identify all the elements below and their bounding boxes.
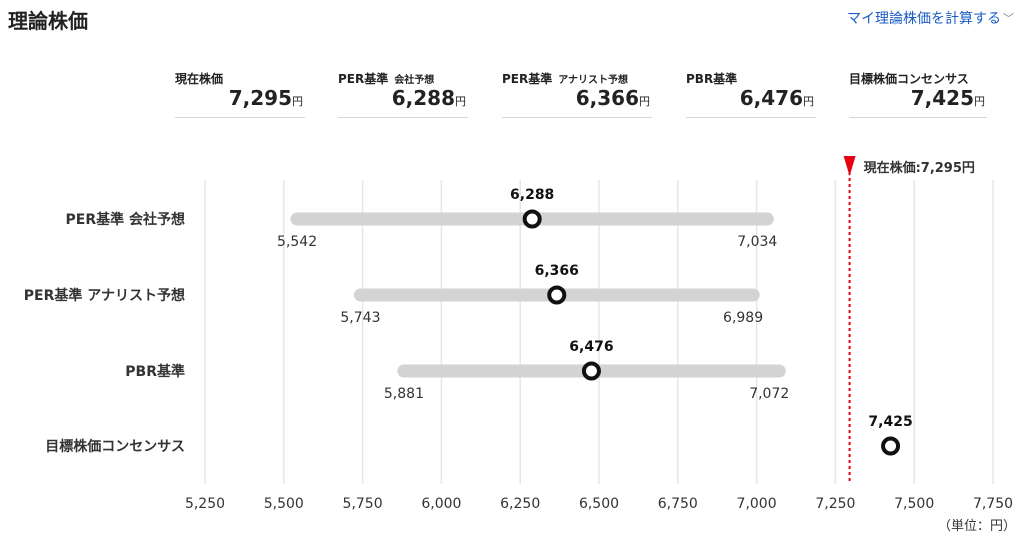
summary-card-pbr: PBR基準 6,476円 [686, 68, 816, 118]
value-marker [581, 361, 601, 381]
summary-value: 6,366 [575, 86, 639, 110]
summary-unit: 円 [455, 95, 466, 108]
x-tick-label: 7,500 [894, 496, 934, 512]
range-high-label: 7,072 [749, 386, 789, 402]
value-label: 6,288 [510, 187, 554, 203]
category-label: 目標株価コンセンサス [45, 438, 185, 455]
unit-note: （単位：円） [937, 519, 1016, 534]
current-price-label: 現在株価:7,295円 [864, 160, 975, 176]
category-label: PER基準 会社予想 [66, 211, 185, 228]
x-tick-label: 6,500 [579, 496, 619, 512]
summary-label: PER基準 [338, 72, 389, 86]
page-title: 理論株価 [8, 9, 88, 33]
chevron-down-icon: ﹀ [1003, 12, 1014, 25]
calc-my-theoretical-price-link[interactable]: マイ理論株価を計算する ﹀ [847, 8, 1014, 28]
summary-unit: 円 [974, 95, 985, 108]
summary-value: 6,476 [739, 86, 803, 110]
value-marker [522, 209, 542, 229]
summary-unit: 円 [803, 95, 814, 108]
summary-bar: 現在株価 7,295円 PER基準 会社予想 6,288円 PER基準 アナリスト予… [175, 68, 987, 120]
summary-card-per-company: PER基準 会社予想 6,288円 [338, 68, 468, 118]
calc-link-label: マイ理論株価を計算する [847, 11, 1001, 27]
category-label: PBR基準 [125, 363, 185, 380]
x-tick-label: 5,500 [264, 496, 304, 512]
summary-unit: 円 [639, 95, 650, 108]
value-label: 6,366 [535, 263, 579, 279]
summary-label: PER基準 [502, 72, 553, 86]
x-tick-label: 7,000 [737, 496, 777, 512]
summary-value: 7,295 [228, 86, 292, 110]
x-tick-label: 6,000 [421, 496, 461, 512]
x-tick-label: 5,750 [343, 496, 383, 512]
summary-sublabel: アナリスト予想 [558, 75, 629, 86]
summary-card-per-analyst: PER基準 アナリスト予想 6,366円 [502, 68, 652, 118]
range-high-label: 7,034 [737, 234, 777, 250]
range-low-label: 5,881 [384, 386, 424, 402]
category-label: PER基準 アナリスト予想 [24, 287, 185, 304]
summary-card-consensus: 目標株価コンセンサス 7,425円 [849, 68, 987, 118]
value-label: 6,476 [569, 339, 613, 355]
x-tick-label: 7,250 [815, 496, 855, 512]
summary-label: 現在株価 [175, 72, 224, 86]
summary-card-current-price: 現在株価 7,295円 [175, 68, 305, 118]
summary-label: 目標株価コンセンサス [849, 72, 969, 86]
range-low-label: 5,542 [277, 234, 317, 250]
range-high-label: 6,989 [723, 310, 763, 326]
x-tick-label: 7,750 [973, 496, 1013, 512]
value-label: 7,425 [868, 414, 912, 430]
summary-label: PBR基準 [686, 72, 738, 86]
x-tick-label: 6,250 [500, 496, 540, 512]
summary-unit: 円 [292, 95, 303, 108]
value-marker [547, 285, 567, 305]
summary-value: 7,425 [910, 86, 974, 110]
value-marker [881, 436, 901, 456]
summary-value: 6,288 [391, 86, 455, 110]
summary-sublabel: 会社予想 [394, 75, 435, 86]
x-tick-label: 5,250 [185, 496, 225, 512]
x-tick-label: 6,750 [658, 496, 698, 512]
range-low-label: 5,743 [340, 310, 380, 326]
current-price-marker-icon [843, 156, 856, 176]
